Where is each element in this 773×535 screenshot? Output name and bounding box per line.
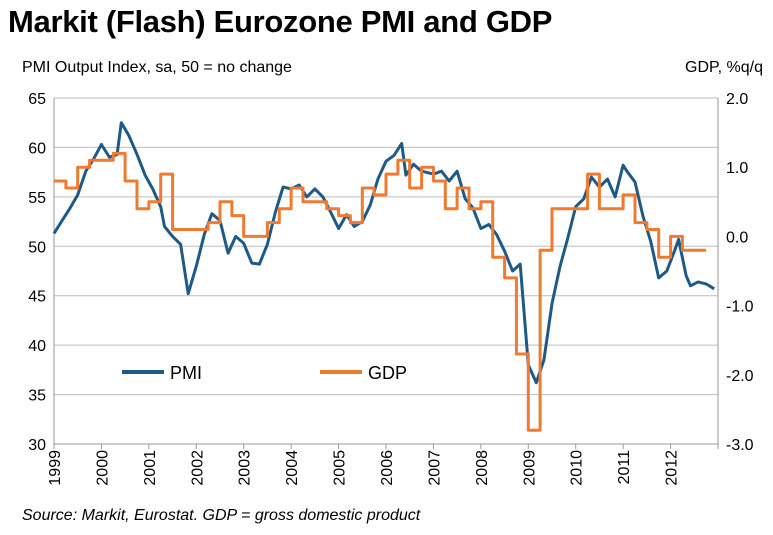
x-tick-label: 2009 xyxy=(521,450,538,486)
x-tick-label: 2006 xyxy=(379,450,396,486)
legend-label-gdp: GDP xyxy=(368,363,407,383)
x-tick-label: 2012 xyxy=(664,450,681,486)
left-axis-title: PMI Output Index, sa, 50 = no change xyxy=(22,59,292,76)
y-left-tick-label: 60 xyxy=(28,140,46,157)
axes: 65 60 55 50 45 40 35 30 2.0 1.0 0.0 -1.0 -2.0 -3.0 199… xyxy=(28,91,753,486)
x-tick-label: 2005 xyxy=(332,450,349,486)
x-tick-label: 2010 xyxy=(569,450,586,486)
legend: PMI GDP xyxy=(122,363,407,383)
x-tick-label: 2007 xyxy=(426,450,443,486)
y-right-tick-label: 1.0 xyxy=(726,160,748,177)
x-tick-label: 1999 xyxy=(47,450,64,486)
series-line-pmi xyxy=(52,121,715,385)
y-right-tick-label: -3.0 xyxy=(726,437,754,454)
x-tick-label: 2004 xyxy=(284,450,301,486)
legend-label-pmi: PMI xyxy=(170,363,202,383)
y-left-tick-label: 30 xyxy=(28,437,46,454)
y-left-tick-label: 65 xyxy=(28,91,46,108)
x-tick-label: 2003 xyxy=(237,450,254,486)
y-right-tick-label: 2.0 xyxy=(726,91,748,108)
y-right-tick-label: 0.0 xyxy=(726,229,748,246)
gridlines xyxy=(54,97,718,445)
x-tick-label: 2000 xyxy=(94,450,111,486)
x-tick-label: 2002 xyxy=(189,450,206,486)
y-left-tick-label: 35 xyxy=(28,388,46,405)
x-tick-label: 2011 xyxy=(616,450,633,485)
y-left-tick-label: 55 xyxy=(28,190,46,207)
x-tick-label: 2008 xyxy=(474,450,491,486)
y-left-tick-label: 45 xyxy=(28,289,46,306)
right-axis-title: GDP, %q/q xyxy=(685,59,763,76)
y-right-tick-label: -2.0 xyxy=(726,368,754,385)
series-lines xyxy=(52,121,715,432)
x-tick-label: 2001 xyxy=(142,450,159,486)
source-note: Source: Markit, Eurostat. GDP = gross do… xyxy=(22,507,421,524)
y-left-tick-label: 50 xyxy=(28,239,46,256)
y-right-tick-label: -1.0 xyxy=(726,299,754,316)
series-line-gdp xyxy=(54,151,707,432)
chart-title: Markit (Flash) Eurozone PMI and GDP xyxy=(8,4,553,39)
y-left-tick-label: 40 xyxy=(28,338,46,355)
